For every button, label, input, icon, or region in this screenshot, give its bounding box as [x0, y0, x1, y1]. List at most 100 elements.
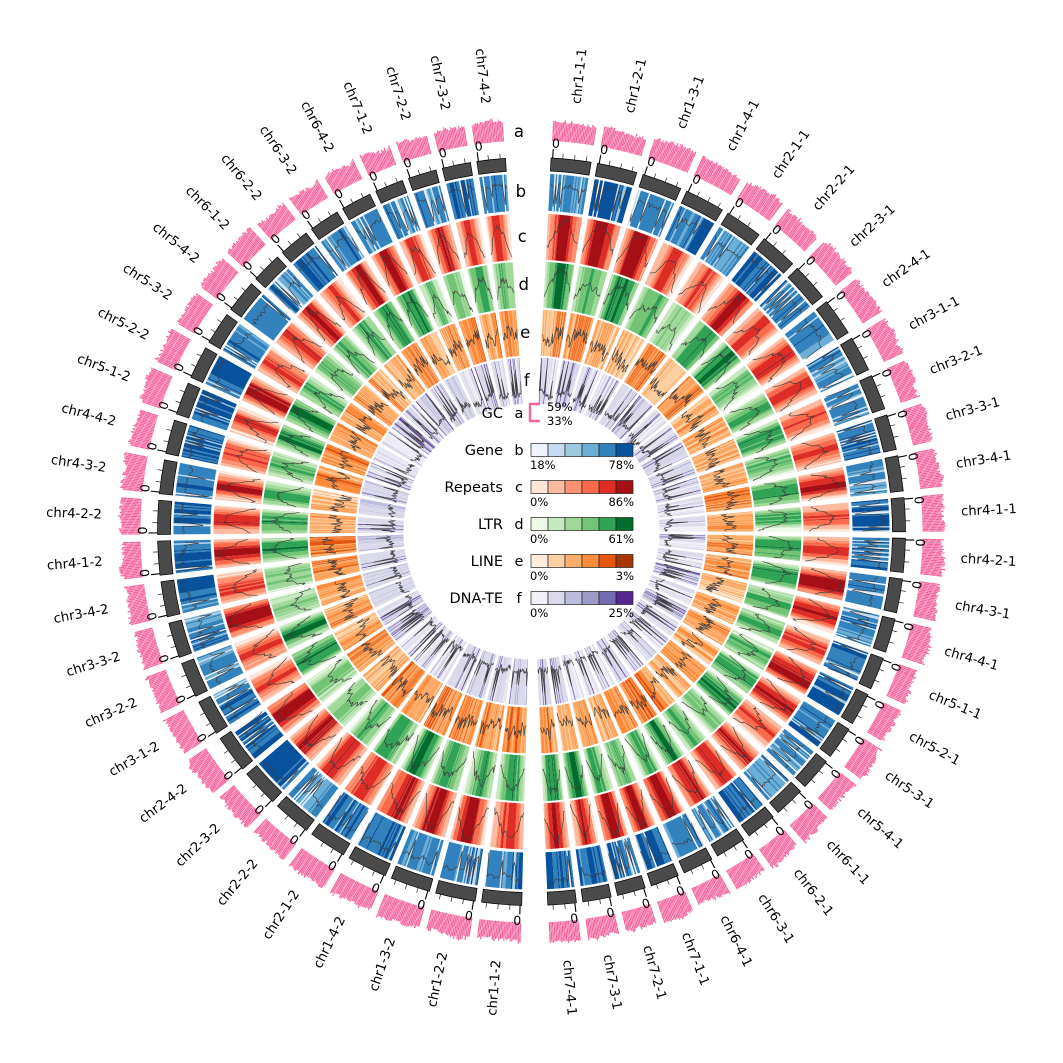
track-e-cell — [352, 384, 400, 427]
track-b-line — [854, 500, 886, 532]
track-d-cell — [735, 418, 787, 458]
axis-tick-zero — [336, 853, 343, 862]
track-c-cell — [612, 227, 659, 283]
legend-swatch — [615, 591, 634, 605]
track-b-line — [416, 193, 446, 223]
gc-histogram-hatch — [433, 125, 468, 152]
segment-chr7-2-2: 0 chr7-2-2 — [382, 65, 499, 411]
track-d-line — [542, 768, 561, 794]
chromosome-label: chr5-1-2 — [75, 352, 132, 386]
gc-histogram-hatch — [920, 538, 946, 577]
track-d-cell — [661, 702, 707, 752]
track-d-cell — [695, 669, 745, 716]
track-c-line — [733, 706, 767, 731]
axis-tick-zero — [249, 271, 258, 279]
gc-histogram-hatch — [693, 155, 741, 196]
track-d-cell — [750, 476, 800, 508]
legend-swatch — [598, 554, 617, 568]
track-c-line — [720, 726, 748, 760]
legend-swatch — [615, 443, 634, 457]
axis-tick — [241, 287, 246, 292]
track-d-cell — [285, 398, 337, 440]
chromosome-label: chr4-3-2 — [50, 453, 107, 476]
axis-ruler — [176, 382, 201, 419]
track-d-line — [758, 510, 788, 532]
axis-ruler — [157, 540, 174, 576]
track-d-cell — [267, 451, 318, 485]
track-b-cell — [397, 829, 444, 876]
track-f-line — [618, 399, 646, 432]
segment-chr3-4-1: 0 chr3-4-1 — [656, 448, 1012, 518]
track-e-line — [327, 559, 346, 576]
track-c-line — [598, 802, 620, 835]
gc-histogram-hatch — [774, 208, 817, 252]
legend-name-Gene: Gene — [465, 443, 503, 459]
axis-tick — [900, 590, 906, 592]
track-b-cell — [806, 671, 854, 716]
gc-histogram-hatch — [471, 118, 505, 145]
axis-tick — [320, 842, 324, 847]
axis-tick — [899, 466, 905, 468]
axis-tick-zero — [552, 149, 554, 159]
track-f-line — [462, 652, 477, 685]
track-d-line — [364, 331, 386, 356]
track-f-line — [399, 609, 425, 633]
track-f-cell — [443, 374, 477, 422]
track-b-line — [826, 388, 861, 423]
axis-tick-zero — [183, 371, 192, 377]
axis-tick-zero — [598, 154, 602, 164]
track-d-cell — [269, 586, 321, 623]
track-f-line — [664, 533, 696, 547]
track-e-cell — [572, 699, 600, 748]
track-e-line — [611, 347, 629, 373]
track-c-line — [235, 448, 268, 473]
axis-tick — [384, 181, 387, 187]
axis-tick — [805, 273, 810, 278]
chromosome-label: chr4-2-2 — [46, 506, 102, 523]
track-b-cell — [173, 539, 213, 574]
track-f-cell — [572, 649, 600, 697]
axis-ruler — [375, 180, 408, 204]
track-f-cell — [615, 620, 657, 663]
gc-histogram-hatch — [154, 328, 191, 371]
axis-ruler — [408, 169, 440, 192]
track-e-line — [380, 655, 398, 678]
axis-tick — [157, 469, 163, 471]
track-c-cell — [213, 504, 261, 535]
chromosome-label: chr5-2-1 — [906, 729, 962, 769]
axis-tick-zero — [201, 335, 211, 342]
track-b-cell — [196, 644, 244, 690]
track-d-cell — [262, 479, 312, 509]
chromosome-label: chr1-1-1 — [570, 48, 591, 105]
track-d-cell — [332, 333, 380, 381]
axis-ruler — [819, 721, 850, 757]
track-c-cell — [796, 566, 847, 601]
track-f-line — [652, 591, 681, 613]
gc-histogram-hatch — [118, 497, 142, 535]
track-d-line — [743, 430, 774, 454]
track-d-line — [680, 337, 707, 358]
axis-tick — [260, 266, 265, 271]
axis-tick — [862, 704, 868, 708]
axis-tick-zero — [441, 159, 445, 169]
track-b-cell — [292, 245, 339, 293]
track-f-line — [538, 362, 553, 400]
track-e-cell — [672, 624, 720, 665]
chromosome-label: chr7-1-1 — [678, 931, 712, 988]
track-c-cell — [802, 502, 850, 532]
legend-swatch — [530, 591, 549, 605]
track-e-cell — [633, 665, 676, 713]
legend-max: 3% — [616, 569, 634, 583]
track-c-cell — [674, 260, 726, 316]
chromosome-label: chr4-3-1 — [954, 598, 1011, 622]
track-d-line — [384, 728, 415, 749]
track-d-cell — [670, 320, 721, 372]
track-c-line — [625, 789, 645, 826]
chromosome-label: chr3-2-2 — [83, 695, 140, 731]
axis-tick — [813, 282, 818, 286]
axis-tick — [287, 240, 292, 246]
legend-swatch — [581, 480, 600, 494]
track-d-cell — [744, 447, 795, 483]
track-b-line — [486, 852, 522, 884]
track-b-cell — [175, 462, 217, 500]
